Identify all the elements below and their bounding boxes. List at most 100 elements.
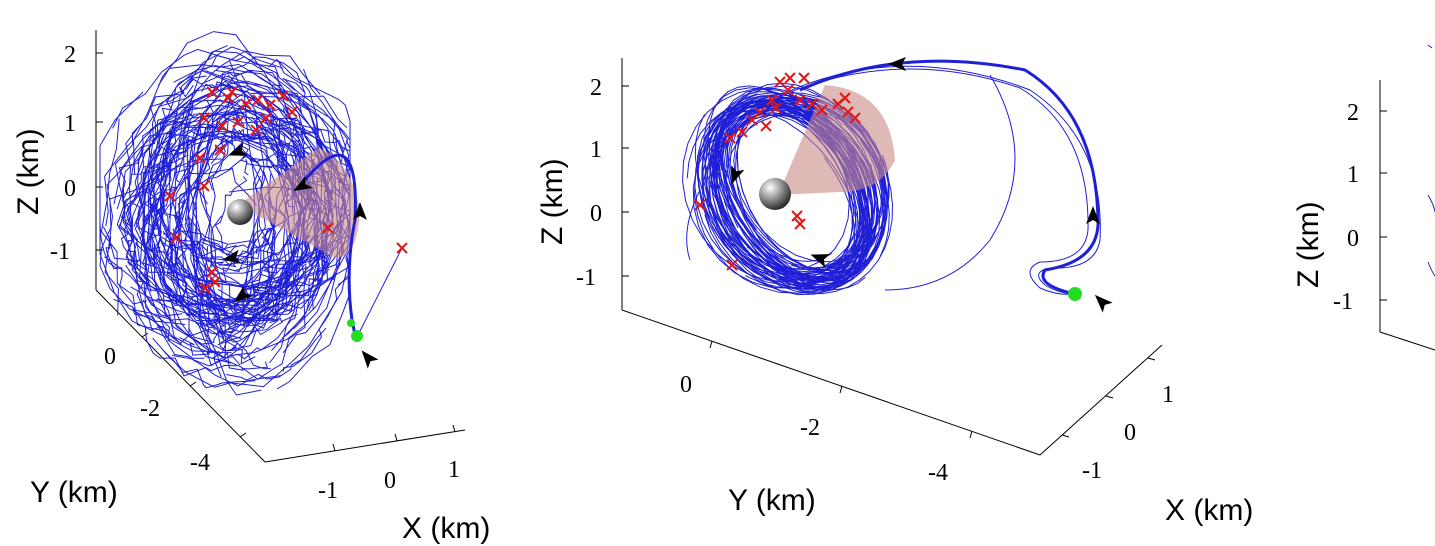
p2-failure-marker (839, 92, 851, 104)
p1-trajectory-strand (205, 70, 318, 298)
p2-xtick-mark (1061, 434, 1070, 438)
p2-start-point (1068, 287, 1082, 301)
p1-direction-arrow (234, 285, 253, 303)
p3-trajectory-fragment (1427, 261, 1435, 277)
panel-2: 2 1 0 -1 Z (km) 0 -2 -4 Y (km) -1 0 1 X … (536, 57, 1253, 527)
p1-failure-marker (240, 98, 252, 110)
p2-central-body (759, 178, 791, 210)
p1-xtick-mark (394, 433, 398, 442)
p1-trajectory-strand (104, 84, 245, 227)
p2-failure-marker (794, 94, 806, 106)
p1-trajectory-strand (230, 281, 301, 360)
p1-trajectory-strand (213, 294, 281, 340)
p1-trajectory-strand (185, 227, 273, 266)
p3-ztick-label: 0 (1347, 226, 1359, 252)
p2-direction-arrow (888, 57, 906, 71)
p1-trajectory-strand (210, 215, 271, 370)
p1-trajectory-strand (155, 160, 228, 245)
p1-trajectory-strand (190, 115, 222, 378)
p1-trajectory-strand (156, 93, 307, 138)
p1-trajectory-strand (142, 299, 282, 387)
p2-direction-arrow (731, 165, 745, 185)
p2-failure-marker (782, 84, 794, 96)
p1-xtick-mark (452, 424, 456, 433)
p1-direction-arrow (361, 350, 379, 369)
p1-trajectory-strand (104, 112, 177, 316)
p1-trajectory-strand (269, 273, 338, 316)
p2-ytick-mark (709, 340, 713, 349)
p1-trajectory-strand (116, 158, 222, 313)
p2-failure-marker (816, 104, 828, 116)
p1-trajectory-strand (152, 132, 237, 251)
p2-outer-arc (789, 68, 1089, 295)
p2-trajectory-loop (696, 102, 861, 284)
p1-ytick-label: -4 (190, 450, 210, 476)
p1-trajectory-strand (187, 70, 282, 87)
p1-failure-marker (214, 144, 226, 156)
p1-failure-marker (322, 222, 334, 234)
p1-trajectory-strand (186, 235, 256, 313)
p1-failure-marker (209, 276, 221, 288)
p1-failure-marker (277, 90, 289, 102)
p2-ztick-label: 1 (590, 137, 602, 163)
p1-trajectory-strand (102, 226, 296, 286)
p1-xtick-label: 0 (384, 468, 396, 494)
p2-trajectory-loop (686, 189, 701, 261)
p1-trajectory-strand (126, 194, 171, 341)
p1-trajectory-strand (208, 238, 257, 268)
p1-trajectory-strand (282, 254, 351, 372)
p1-trajectory-strand (124, 154, 189, 255)
p1-trajectory-strand (175, 117, 204, 183)
p2-xtick-label: -1 (1082, 458, 1102, 484)
p2-direction-arrow (810, 254, 830, 268)
p1-trajectory-strand (123, 188, 292, 289)
p2-failure-marker (766, 94, 778, 106)
p2-failure-marker (736, 126, 748, 138)
p3-ztick-label: 2 (1347, 100, 1359, 126)
p1-xtick-label: 1 (448, 457, 460, 483)
p1-failure-marker (216, 120, 228, 132)
p1-x-axis-line (264, 429, 466, 463)
p1-trajectory-strand (158, 80, 348, 152)
p1-failure-marker (164, 190, 176, 202)
p2-ztick-label: -1 (576, 265, 596, 291)
p1-trajectory-strand (147, 102, 236, 335)
p1-trajectory-strand (105, 236, 148, 305)
p1-trajectory-strand (195, 108, 243, 205)
p1-y-axis-label: Y (km) (30, 476, 118, 509)
p1-trajectory-strand (196, 85, 234, 271)
p2-direction-arrow (1086, 206, 1100, 224)
p2-cone (778, 85, 895, 195)
p2-xtick-mark (1147, 357, 1156, 361)
p1-trajectory-strand (180, 54, 296, 95)
p1-direction-arrow (293, 175, 313, 191)
p1-trajectory-cloud (99, 31, 351, 396)
p2-ztick-label: 0 (590, 201, 602, 227)
panel-3: 2 1 0 -1 Z (km) (1292, 44, 1435, 351)
p1-ytick-label: 0 (104, 344, 116, 370)
p1-main-path (303, 153, 357, 336)
p2-failure-marker (760, 120, 772, 132)
p1-start-point (351, 330, 363, 342)
p2-trajectory-loop (713, 137, 884, 287)
p2-main-path (799, 59, 1100, 296)
p1-failure-marker (286, 106, 298, 118)
p1-direction-arrow (228, 142, 248, 156)
p2-y-axis-label: Y (km) (728, 484, 816, 517)
p1-failure-marker (194, 152, 206, 164)
p1-xtick-mark (332, 443, 336, 452)
p2-ytick-label: -4 (928, 460, 948, 486)
p1-trajectory-strand (152, 265, 349, 388)
p2-ztick-label: 2 (590, 75, 602, 101)
p2-xtick-label: 1 (1162, 382, 1174, 408)
p1-ztick-label: 0 (64, 176, 76, 202)
p1-trajectory-strand (165, 167, 257, 255)
p1-failure-marker (250, 124, 262, 136)
p1-ytick-mark (141, 332, 149, 338)
p1-failure-marker (226, 86, 238, 98)
p1-trajectory-strand (150, 102, 194, 273)
p1-failure-marker (232, 116, 244, 128)
p1-trajectory-strand (282, 78, 333, 167)
p2-x-axis-line (1039, 344, 1163, 456)
